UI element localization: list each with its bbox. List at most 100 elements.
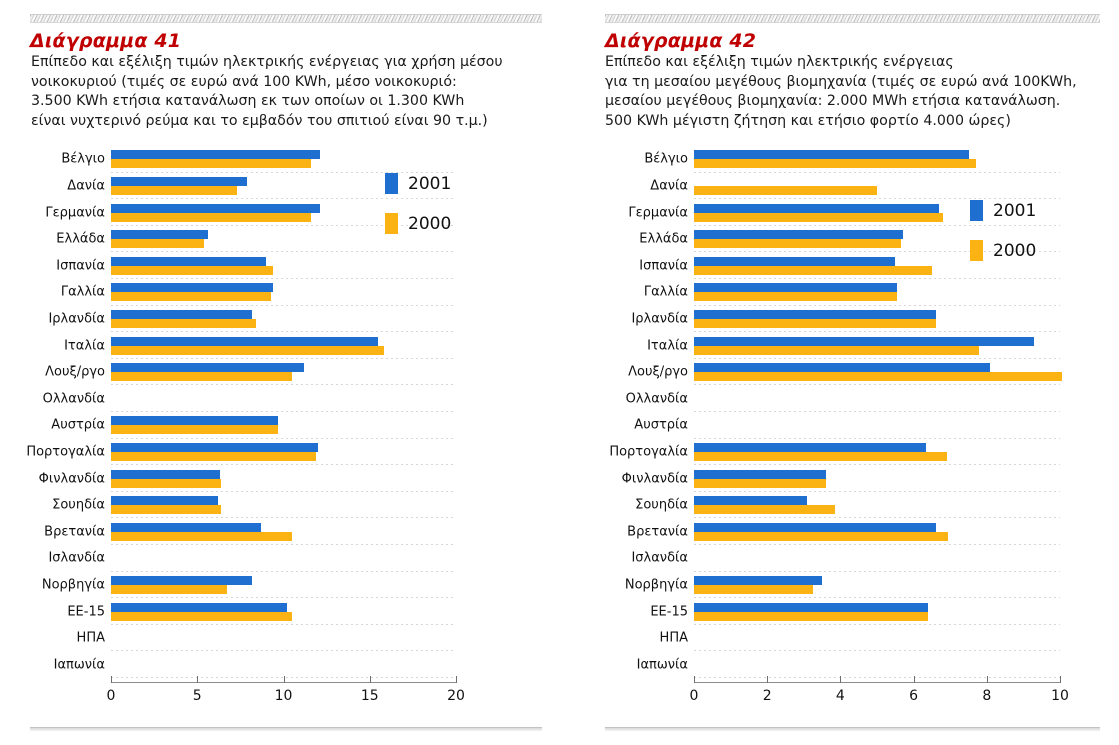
legend-label-2000: 2000 [408,213,452,234]
bar-2000 [694,451,947,461]
bar-2000 [111,611,293,621]
grid-line [694,623,1060,625]
bar-2000 [111,345,384,355]
category-label: Νορβηγία [41,577,105,593]
x-axis-tick [369,676,371,683]
category-label: Ολλανδία [625,391,688,407]
bar-2001 [111,469,220,479]
category-label: Πορτογαλία [609,444,688,460]
category-label: ΕΕ-15 [650,604,688,619]
x-axis-tick-label: 15 [360,688,379,704]
x-axis-tick [694,676,695,683]
grid-line [694,570,1060,572]
bar-2001 [694,230,903,240]
x-axis-tick [840,676,842,683]
category-label: Γαλλία [643,284,688,300]
legend-label-2001: 2001 [993,200,1037,221]
bar-2001 [111,496,218,506]
bar-2001 [111,203,320,213]
chart-subtitle: Επίπεδο και εξέλιξη τιμών ηλεκτρικής ενέ… [31,54,503,129]
bar-2001 [694,496,808,506]
bar-2000 [694,212,943,222]
grid-line [111,171,456,173]
category-label: ΕΕ-15 [67,604,105,619]
bar-2001 [111,522,262,532]
x-axis-tick [197,676,199,683]
bar-2001 [111,336,379,346]
bottom-rule [605,727,1100,731]
grid-line [111,357,456,359]
legend-swatch-2001 [385,173,398,194]
bar-2000 [111,425,279,435]
chart-panel-diagram-41: Διάγραμμα 41 Επίπεδο και εξέλιξη τιμών η… [0,14,560,731]
category-label: Αυστρία [634,417,688,433]
grid-line [111,304,456,306]
bar-2000 [111,505,222,515]
bar-2000 [111,159,312,169]
legend-item-2000: 2000 [970,240,1036,261]
category-label: Δανία [650,178,688,194]
x-axis-tick-label: 6 [909,688,919,704]
x-axis-tick-label: 10 [274,688,293,704]
grid-line [694,650,1060,652]
bar-2001 [694,575,823,585]
grid-line [694,411,1060,412]
category-label: Φινλανδία [621,471,688,486]
category-label: Γερμανία [628,205,688,220]
bar-2000 [111,318,256,328]
category-label: Ιταλία [647,338,688,353]
bar-2000 [111,478,222,488]
bar-2000 [111,239,205,249]
bar-2000 [111,531,293,541]
x-axis-tick [986,676,988,683]
grid-line [111,650,456,652]
grid-line [694,490,1060,492]
plot-area-diagram-42: Βέλγιο Δανία Γερμανία Ελλάδα Ισπανία Γαλλία Ιρ… [560,140,1119,704]
grid-line [111,411,456,412]
grid-line [694,597,1060,599]
bar-2001 [111,602,287,612]
bar-2000 [111,185,237,195]
grid-line [111,490,456,492]
category-label: Ισλανδία [631,550,688,566]
bar-2001 [694,442,927,452]
bar-2001 [694,150,969,160]
bar-2000 [111,212,312,222]
bar-2000 [694,611,929,621]
category-label: Ισλανδία [48,550,105,566]
category-label: Πορτογαλία [26,444,105,460]
category-label: Γαλλία [60,284,105,300]
x-axis-tick-label: 2 [762,688,772,704]
bar-2000 [694,345,980,355]
category-label: Δανία [67,178,105,194]
x-axis-tick-label: 8 [982,688,992,704]
grid-line [694,437,1060,439]
grid-line [111,544,456,545]
category-label: Ισπανία [639,258,688,274]
x-axis-tick [283,676,285,683]
grid-line [694,331,1060,333]
category-label: ΗΠΑ [76,630,105,646]
chart-subtitle: Επίπεδο και εξέλιξη τιμών ηλεκτρικής ενέ… [605,54,1077,129]
bar-2001 [694,602,929,612]
bar-2000 [694,318,936,328]
bottom-rule [30,727,542,731]
legend-item-2000: 2000 [385,213,451,234]
page-title: Διάγραμμα 42 [605,30,757,52]
category-label: Βρετανία [44,524,105,540]
grid-line [111,464,456,466]
category-label: Σουηδία [635,497,688,513]
plot-area-diagram-41: Βέλγιο Δανία Γερμανία Ελλάδα Ισπανία Γαλλία Ιρ… [0,140,560,704]
bar-2001 [111,363,305,373]
bar-2001 [111,176,248,186]
top-decorative-rule [605,14,1100,23]
category-label: Λουξ/ργο [45,364,105,380]
category-label: Ελλάδα [639,231,688,247]
category-label: Αυστρία [51,417,105,433]
grid-line [694,384,1060,386]
page-title: Διάγραμμα 41 [30,30,182,52]
bar-2001 [694,203,940,213]
legend-item-2001: 2001 [970,200,1036,221]
category-label: Ιαπωνία [636,657,688,673]
